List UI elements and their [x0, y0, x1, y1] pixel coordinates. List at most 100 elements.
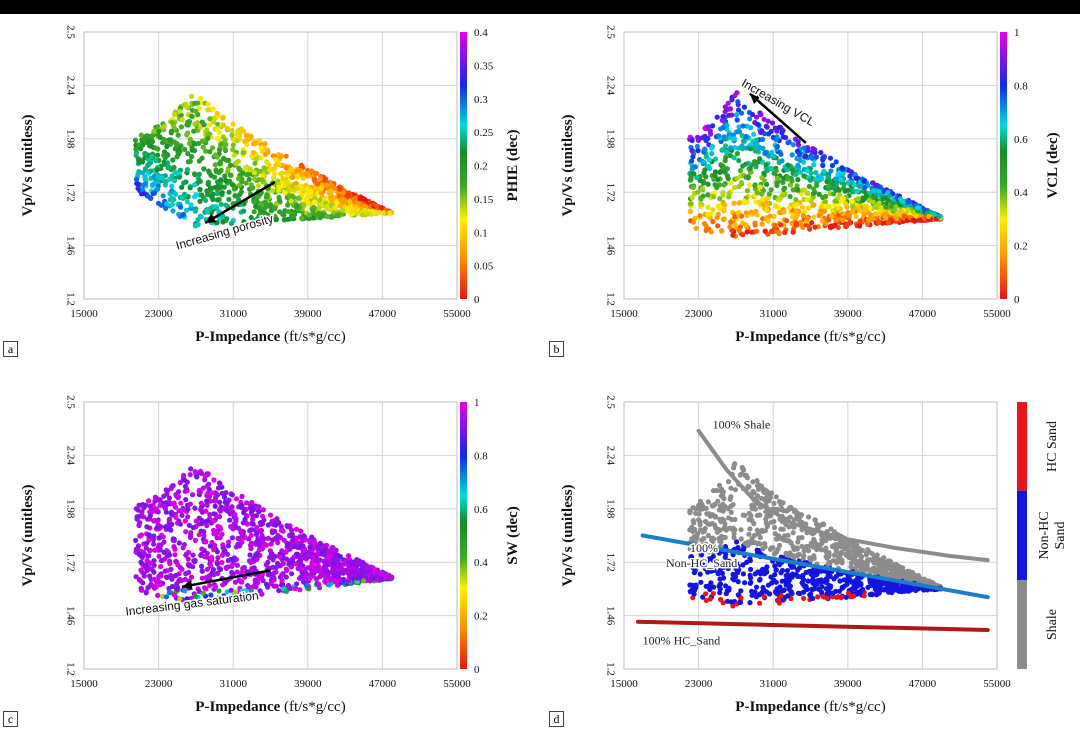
scatter-points	[687, 90, 944, 239]
data-point	[165, 152, 170, 157]
data-point	[172, 112, 177, 117]
data-point	[233, 525, 238, 530]
data-point	[253, 204, 258, 209]
data-point	[226, 543, 231, 548]
colorbar-tick-label: 0.2	[474, 611, 488, 623]
data-point	[821, 155, 826, 160]
data-point	[262, 141, 267, 146]
data-point	[937, 214, 942, 219]
data-point	[136, 156, 141, 161]
colorbar-tick-label: 1	[474, 397, 480, 409]
data-point	[825, 596, 830, 601]
data-point	[334, 200, 339, 205]
data-point	[236, 176, 241, 181]
data-point	[887, 194, 892, 199]
data-point	[368, 564, 373, 569]
data-point	[874, 205, 879, 210]
data-point	[183, 571, 188, 576]
data-point	[194, 474, 199, 479]
data-point	[748, 581, 753, 586]
data-point	[798, 158, 803, 163]
data-point	[898, 209, 903, 214]
data-point	[883, 205, 888, 210]
data-point	[690, 195, 695, 200]
data-point	[147, 532, 152, 537]
data-point	[193, 223, 198, 228]
data-point	[179, 513, 184, 518]
data-point	[146, 498, 151, 503]
data-point	[183, 518, 188, 523]
data-point	[374, 204, 379, 209]
data-point	[309, 189, 314, 194]
data-point	[252, 161, 257, 166]
data-point	[322, 579, 327, 584]
data-point	[140, 183, 145, 188]
data-point	[725, 173, 730, 178]
data-point	[745, 188, 750, 193]
data-point	[806, 579, 811, 584]
data-point	[174, 154, 179, 159]
data-point	[299, 216, 304, 221]
data-point	[259, 155, 264, 160]
data-point	[201, 145, 206, 150]
data-point	[247, 552, 252, 557]
data-point	[355, 211, 360, 216]
data-point	[268, 554, 273, 559]
data-point	[358, 196, 363, 201]
data-point	[172, 178, 177, 183]
data-point	[236, 159, 241, 164]
data-point	[710, 207, 715, 212]
data-point	[767, 591, 772, 596]
data-point	[814, 154, 819, 159]
data-point	[735, 545, 740, 550]
data-point	[758, 185, 763, 190]
data-point	[144, 524, 149, 529]
data-point	[217, 147, 222, 152]
data-point	[349, 210, 354, 215]
data-point	[136, 543, 141, 548]
y-tick-label: 1.46	[64, 236, 76, 256]
data-point	[180, 212, 185, 217]
data-point	[340, 208, 345, 213]
data-point	[741, 571, 746, 576]
data-point	[737, 200, 742, 205]
data-point	[277, 209, 282, 214]
data-point	[183, 484, 188, 489]
data-point	[732, 185, 737, 190]
colorbar-tick-label: 0.6	[474, 504, 488, 516]
data-point	[224, 508, 229, 513]
data-point	[355, 575, 360, 580]
data-point	[704, 598, 709, 603]
data-point	[213, 504, 218, 509]
data-point	[278, 171, 283, 176]
data-point	[715, 115, 720, 120]
data-point	[809, 199, 814, 204]
data-point	[280, 578, 285, 583]
data-point	[170, 202, 175, 207]
y-tick-label: 2.24	[64, 446, 76, 466]
data-point	[741, 123, 746, 128]
data-point	[334, 572, 339, 577]
data-point	[229, 128, 234, 133]
colorbar-tick-label: 0.8	[1014, 80, 1028, 92]
colorbar	[1000, 32, 1007, 299]
data-point	[284, 165, 289, 170]
x-tick-label: 23000	[145, 678, 173, 690]
y-tick-label: 1.2	[604, 292, 616, 306]
data-point	[758, 112, 763, 117]
data-point	[207, 122, 212, 127]
y-axis-label: Vp/Vs (unitless)	[20, 114, 36, 216]
data-point	[274, 565, 279, 570]
data-point	[133, 138, 138, 143]
data-point	[190, 492, 195, 497]
data-point	[335, 558, 340, 563]
y-tick-label: 1.2	[64, 662, 76, 676]
y-tick-label: 2.24	[604, 446, 616, 466]
data-point	[801, 596, 806, 601]
data-point	[874, 211, 879, 216]
data-point	[215, 492, 220, 497]
data-point	[277, 554, 282, 559]
data-point	[369, 576, 374, 581]
data-point	[297, 196, 302, 201]
